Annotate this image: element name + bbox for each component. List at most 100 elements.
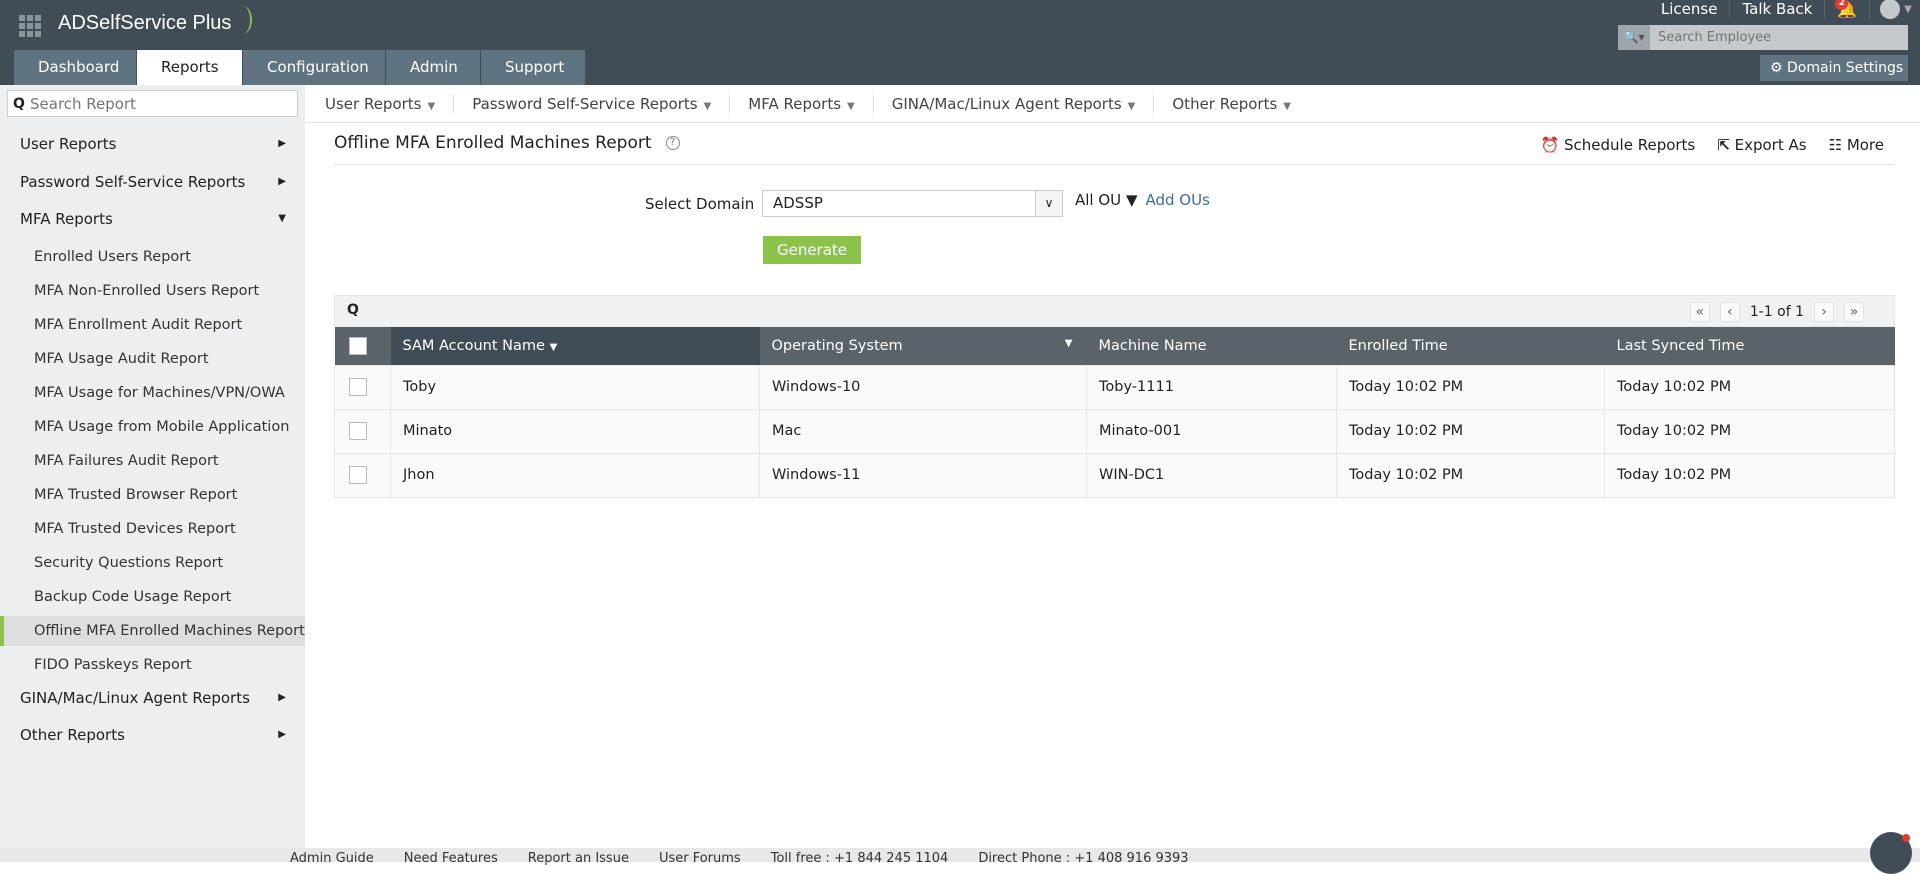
sort-desc-icon: ▼ [549,341,558,353]
schedule-reports-button[interactable]: ⏰ Schedule Reports [1540,136,1696,154]
page-range: 1-1 of 1 [1749,304,1804,320]
sidebar-subitem[interactable]: MFA Trusted Devices Report [34,521,236,537]
subnav-password-reports[interactable]: Password Self-Service Reports ▼ [472,94,731,113]
tab-configuration[interactable]: Configuration [243,50,385,85]
subnav-user-reports[interactable]: User Reports ▼ [325,94,455,113]
sidebar-subitem[interactable]: MFA Usage from Mobile Application [34,419,290,435]
subnav-mfa-reports[interactable]: MFA Reports ▼ [748,94,874,113]
caret-right-icon: ▶ [278,138,286,149]
license-link[interactable]: License [1649,0,1731,18]
sidebar-subitem[interactable]: FIDO Passkeys Report [34,657,192,673]
column-enrolled-time[interactable]: Enrolled Time [1336,327,1605,365]
column-sam-account-name[interactable]: SAM Account Name ▼ [390,327,760,365]
top-header: ADSelfService Plus Dashboard Reports Con… [0,0,1920,85]
sidebar-item-password-reports[interactable]: Password Self-Service Reports ▶ [20,173,286,191]
select-all-checkbox[interactable] [334,327,391,365]
ou-filter: All OU ▼ Add OUs [1075,191,1210,209]
last-page-icon[interactable]: » [1844,302,1864,322]
column-operating-system[interactable]: Operating System ▼ [759,327,1087,365]
table-cell: Today 10:02 PM [1604,364,1895,410]
footer: Admin Guide Need Features Report an Issu… [0,848,1920,866]
domain-settings-button[interactable]: ⚙ Domain Settings [1760,55,1908,81]
bell-icon[interactable]: 🔔 2 [1825,0,1871,19]
table-cell: Today 10:02 PM [1336,364,1605,410]
row-checkbox[interactable] [334,408,391,454]
logo-arc-icon [234,6,252,34]
domain-value: ADSSP [773,194,823,212]
domain-select[interactable]: ADSSP ∨ [762,190,1063,217]
sidebar-item-mfa-reports[interactable]: MFA Reports ▼ [20,210,286,228]
table-cell: WIN-DC1 [1086,452,1337,498]
divider [334,164,1894,165]
tab-dashboard[interactable]: Dashboard [14,50,136,85]
tab-support[interactable]: Support [481,50,585,85]
app-grid-icon[interactable] [19,15,41,37]
chat-bot-icon[interactable] [1870,832,1912,874]
main-tabs: Dashboard Reports Configuration Admin Su… [14,50,586,85]
filter-icon: ▼ [1125,191,1138,209]
ou-label: All OU [1075,191,1122,209]
add-ous-link[interactable]: Add OUs [1145,191,1210,209]
sidebar-subitem[interactable]: Security Questions Report [34,555,224,571]
sidebar-subitem[interactable]: MFA Non-Enrolled Users Report [34,283,260,299]
alarm-clock-icon: ⏰ [1540,136,1560,154]
sidebar-item-user-reports[interactable]: User Reports ▶ [20,135,286,153]
next-page-icon[interactable]: › [1814,302,1834,322]
column-machine-name[interactable]: Machine Name [1086,327,1337,365]
notification-badge: 2 [1835,0,1849,10]
table-row: Minato Mac Minato-001 Today 10:02 PM Today 1… [334,408,1895,454]
sidebar-item-gina-reports[interactable]: GINA/Mac/Linux Agent Reports ▶ [20,689,286,707]
tab-reports[interactable]: Reports [137,50,242,85]
page-title: Offline MFA Enrolled Machines Report? [334,133,680,153]
talk-back-link[interactable]: Talk Back [1730,0,1826,18]
domain-settings-label: Domain Settings [1787,60,1904,76]
employee-search-input[interactable] [1650,25,1908,50]
export-as-button[interactable]: ⇱ Export As [1717,136,1807,154]
row-checkbox[interactable] [334,364,391,410]
report-search-input[interactable] [30,94,297,113]
table-cell: Toby-1111 [1086,364,1337,410]
tab-admin[interactable]: Admin [386,50,480,85]
user-forums-link[interactable]: User Forums [658,851,741,866]
more-button[interactable]: ☷ More [1828,136,1884,154]
sidebar-subitem[interactable]: MFA Enrollment Audit Report [34,317,243,333]
search-icon[interactable]: 🔍▾ [1618,25,1650,50]
subnav-gina-reports[interactable]: GINA/Mac/Linux Agent Reports ▼ [892,94,1155,113]
sidebar-item-other-reports[interactable]: Other Reports ▶ [20,726,286,744]
sidebar-subitem[interactable]: Backup Code Usage Report [34,589,232,605]
filter-icon: ▼ [1064,337,1073,349]
toll-free-phone: Toll free : +1 844 245 1104 [770,851,949,866]
sidebar: Q User Reports▶ Password Self-Service Re… [0,85,305,848]
sidebar-subitem[interactable]: Offline MFA Enrolled Machines Report [0,616,305,646]
report-issue-link[interactable]: Report an Issue [527,851,629,866]
table-cell: Windows-10 [759,364,1087,410]
table-search-icon[interactable]: Q [347,302,359,318]
report-search: Q [7,90,298,117]
user-avatar-icon[interactable] [1880,0,1901,19]
column-last-synced-time[interactable]: Last Synced Time [1604,327,1895,365]
admin-guide-link[interactable]: Admin Guide [290,851,374,866]
sidebar-subitem[interactable]: Enrolled Users Report [34,249,191,265]
table-cell: Today 10:02 PM [1604,452,1895,498]
table-cell: Mac [759,408,1087,454]
pagination: « ‹ 1-1 of 1 › » [1689,302,1864,322]
sidebar-subitem[interactable]: MFA Usage Audit Report [34,351,209,367]
first-page-icon[interactable]: « [1689,302,1710,322]
help-icon[interactable]: ? [665,136,680,150]
need-features-link[interactable]: Need Features [403,851,498,866]
chevron-down-icon[interactable]: ▼ [1904,3,1912,15]
generate-button[interactable]: Generate [763,236,861,264]
report-table: SAM Account Name ▼ Operating System ▼ Mac… [334,327,1895,498]
sidebar-subitem[interactable]: MFA Failures Audit Report [34,453,219,469]
prev-page-icon[interactable]: ‹ [1719,302,1740,322]
employee-search: 🔍▾ [1618,25,1908,50]
row-checkbox[interactable] [334,452,391,498]
sidebar-subitem[interactable]: MFA Trusted Browser Report [34,487,238,503]
subnav-other-reports[interactable]: Other Reports ▼ [1172,94,1291,113]
report-actions: ⏰ Schedule Reports ⇱ Export As ☷ More [1541,136,1884,154]
chevron-down-icon[interactable]: ∨ [1035,191,1062,216]
table-cell: Today 10:02 PM [1604,408,1895,454]
sidebar-subitem[interactable]: MFA Usage for Machines/VPN/OWA [34,385,285,401]
export-icon: ⇱ [1717,136,1730,154]
caret-right-icon: ▶ [278,729,286,740]
